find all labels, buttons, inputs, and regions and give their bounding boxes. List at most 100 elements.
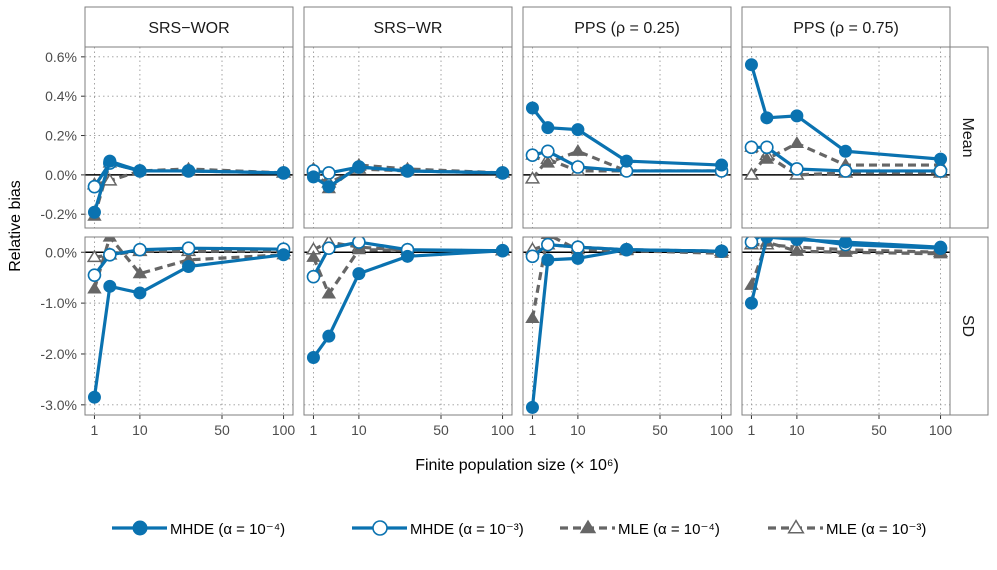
panel-background <box>304 47 512 228</box>
marker-filled-circle <box>182 164 196 178</box>
marker-open-circle <box>571 160 585 174</box>
panel-data <box>743 237 949 310</box>
marker-filled-circle <box>87 390 101 404</box>
marker-open-circle <box>133 242 147 257</box>
marker-filled-circle <box>541 253 555 267</box>
y-tick-label: -0.2% <box>40 206 77 222</box>
panel-data <box>305 237 511 365</box>
x-tick-label: 100 <box>710 422 734 438</box>
marker-open-circle <box>744 140 759 155</box>
marker-filled-circle <box>277 248 291 262</box>
marker-filled-circle <box>401 164 415 178</box>
panel-border <box>84 236 294 416</box>
marker-open-circle <box>838 164 853 178</box>
marker-open-circle <box>933 164 948 178</box>
marker-filled-triangle <box>789 243 805 256</box>
column-strip-label: PPS (ρ = 0.25) <box>574 20 680 37</box>
marker-open-triangle <box>102 173 118 186</box>
marker-filled-triangle <box>759 151 775 164</box>
panel-data <box>86 154 292 221</box>
marker-open-triangle <box>524 171 541 184</box>
legend: MHDE (α = 10⁻⁴) MHDE (α = 10⁻³) MLE (α = 1… <box>112 519 926 538</box>
marker-filled-circle <box>132 520 148 536</box>
legend-label: MHDE (α = 10⁻³) <box>410 521 524 538</box>
marker-filled-circle <box>103 279 117 293</box>
legend-item: MHDE (α = 10⁻³) <box>352 520 524 538</box>
legend-item: MLE (α = 10⁻⁴) <box>560 519 720 538</box>
marker-filled-circle <box>934 152 948 166</box>
x-tick-label: 50 <box>871 422 887 438</box>
panel <box>741 46 951 229</box>
marker-filled-circle <box>496 244 510 258</box>
marker-filled-circle <box>525 101 539 115</box>
panel-data <box>743 58 949 180</box>
marker-open-triangle <box>743 167 760 180</box>
panel-border <box>741 46 951 229</box>
marker-filled-circle <box>760 237 774 244</box>
x-tick-label: 1 <box>310 422 318 438</box>
panel <box>522 46 732 229</box>
y-tick-label: 0.4% <box>45 88 77 104</box>
marker-filled-triangle <box>321 286 337 299</box>
marker-filled-triangle <box>540 155 556 168</box>
row-strip <box>949 46 989 229</box>
marker-filled-circle <box>401 249 415 263</box>
panel-border <box>522 46 732 229</box>
marker-filled-circle <box>103 154 117 168</box>
column-strip-label: SRS−WR <box>374 20 443 37</box>
marker-filled-circle <box>496 166 510 180</box>
column-strip-label: SRS−WOR <box>148 20 229 37</box>
column-strip <box>303 6 513 48</box>
panel-border <box>84 46 294 229</box>
marker-filled-circle <box>790 109 804 123</box>
marker-open-circle <box>571 240 585 254</box>
marker-open-circle <box>541 144 555 159</box>
marker-open-triangle <box>86 249 103 263</box>
panel-data <box>305 157 511 194</box>
x-tick-label: 50 <box>652 422 668 438</box>
marker-filled-triangle <box>789 136 805 148</box>
panel <box>522 236 732 416</box>
marker-filled-circle <box>352 160 366 174</box>
marker-filled-triangle <box>579 519 597 534</box>
panel <box>303 236 513 416</box>
y-axis-title: Relative bias <box>7 180 24 272</box>
row-strip-label: Mean <box>959 117 976 157</box>
y-tick-label: 0.0% <box>45 244 77 260</box>
column-strip-label: PPS (ρ = 0.75) <box>793 20 899 37</box>
marker-filled-circle <box>715 244 729 258</box>
marker-filled-circle <box>839 237 853 249</box>
legend-label: MLE (α = 10⁻³) <box>826 521 926 538</box>
panel-data <box>524 237 730 414</box>
marker-open-circle <box>181 241 196 255</box>
panel-background <box>523 47 731 228</box>
marker-open-circle <box>372 520 388 536</box>
panel <box>741 236 951 416</box>
x-tick-label: 1 <box>748 422 756 438</box>
column-strip <box>84 6 294 48</box>
marker-filled-circle <box>322 180 336 194</box>
marker-open-circle <box>322 241 336 255</box>
marker-open-circle <box>87 268 102 282</box>
x-tick-label: 1 <box>529 422 537 438</box>
x-tick-label: 10 <box>132 422 148 438</box>
panel <box>84 46 294 229</box>
marker-filled-circle <box>620 154 634 168</box>
marker-open-triangle <box>787 519 805 534</box>
panel-background <box>742 47 950 228</box>
marker-filled-circle <box>133 286 147 300</box>
marker-filled-triangle <box>87 281 102 294</box>
marker-open-circle <box>541 237 555 252</box>
marker-filled-circle <box>322 329 336 343</box>
x-tick-label: 100 <box>491 422 515 438</box>
legend-label: MLE (α = 10⁻⁴) <box>618 521 720 538</box>
marker-open-circle <box>760 140 774 155</box>
marker-filled-circle <box>352 267 366 281</box>
marker-filled-circle <box>525 400 539 414</box>
marker-open-circle <box>87 179 102 194</box>
x-tick-label: 10 <box>789 422 805 438</box>
marker-filled-circle <box>306 170 320 184</box>
marker-filled-triangle <box>132 266 148 279</box>
